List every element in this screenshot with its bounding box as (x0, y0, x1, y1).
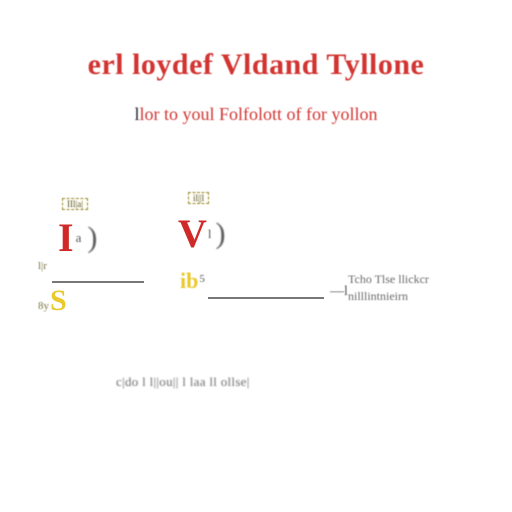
mid-formula-supbox: il||l (188, 192, 209, 204)
side-note: Tcho Tlse llickcr nilllintnieirn (348, 272, 468, 304)
left-formula-below-wrap: S (50, 286, 67, 316)
bottom-caption: c|do l l||ou|| l laa ll ollse| (116, 374, 250, 390)
left-formula-symbol: I (58, 218, 74, 258)
left-formula-supbox: IIl|a| (62, 198, 88, 210)
mid-formula-line (208, 297, 324, 299)
side-note-line1: Tcho Tlse llickcr (348, 272, 468, 287)
mid-formula-blob-wrap: ib5 (180, 268, 205, 294)
mid-formula-blob: ib (180, 268, 198, 294)
page-title: erl loydef Vldand Tyllone (0, 48, 512, 82)
side-note-line2: nilllintnieirn (348, 289, 468, 304)
mid-formula-paren: ) (216, 219, 226, 249)
mid-formula-righttick: —l (330, 284, 348, 300)
left-formula-small-below: 8y (38, 300, 49, 312)
page-subtitle: llor to youl Folfolott of for yollon (0, 104, 512, 125)
title-part-0: erl (88, 48, 124, 81)
mid-formula-symbol: V (178, 214, 207, 254)
left-formula-main: I a ) (58, 218, 97, 258)
left-formula-sup: a (76, 230, 82, 246)
title-part-3: Tyllone (326, 48, 424, 81)
left-formula-paren: ) (87, 223, 97, 253)
mid-formula-main: V l ) (178, 214, 226, 254)
subtitle-part-3: of for yollon (282, 104, 377, 124)
title-part-1: loydef (124, 48, 221, 81)
left-formula-small-above: l|r (38, 260, 47, 272)
left-formula-line (52, 281, 144, 283)
mid-formula-blob-sub: 5 (199, 273, 205, 285)
subtitle-part-2: Folfolott (219, 104, 282, 124)
mid-formula-sup: l (208, 226, 212, 242)
left-formula-below: S (50, 286, 67, 316)
subtitle-part-1: lor to youl (140, 104, 220, 124)
title-part-2: Vldand (221, 48, 327, 81)
